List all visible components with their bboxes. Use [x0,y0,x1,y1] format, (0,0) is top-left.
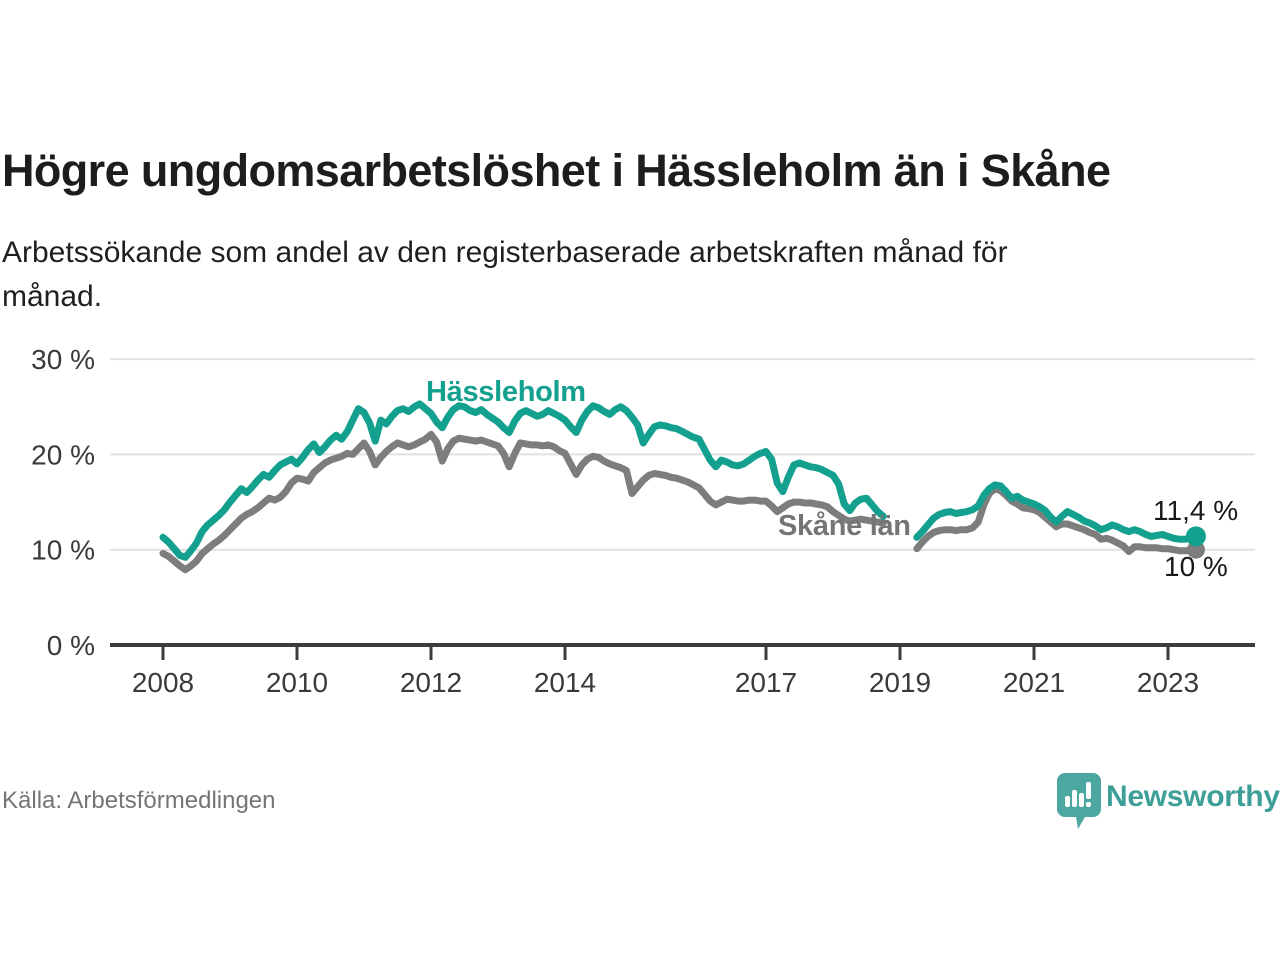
svg-text:2012: 2012 [400,667,462,698]
source-note: Källa: Arbetsförmedlingen [2,787,276,814]
brand-name: Newsworthy [1106,780,1280,813]
svg-text:2017: 2017 [735,667,797,698]
svg-text:2008: 2008 [132,667,194,698]
newsworthy-bubble-chart-icon [1057,773,1101,829]
end-value-hassleholm: 11,4 % [1153,495,1239,526]
line-chart: 0 % 10 % 20 % 30 % 2008 2010 2012 2014 2017 2019 2… [31,344,1255,698]
svg-text:2010: 2010 [266,667,328,698]
svg-text:2021: 2021 [1003,667,1065,698]
svg-text:0 %: 0 % [47,630,95,661]
chart-title: Högre ungdomsarbetslöshet i Hässleholm ä… [2,145,1111,196]
series-label-skane: Skåne län [778,510,911,542]
chart-subtitle: Arbetssökande som andel av den registerb… [2,236,1008,314]
series-label-hassleholm: Hässleholm [426,376,586,408]
svg-text:2014: 2014 [534,667,596,698]
svg-text:10 %: 10 % [31,535,95,566]
end-value-skane: 10 % [1164,551,1228,582]
svg-text:2019: 2019 [869,667,931,698]
svg-text:20 %: 20 % [31,439,95,470]
svg-text:30 %: 30 % [31,344,95,375]
svg-text:2023: 2023 [1137,667,1199,698]
newsworthy-logo: Newsworthy [1056,772,1280,829]
